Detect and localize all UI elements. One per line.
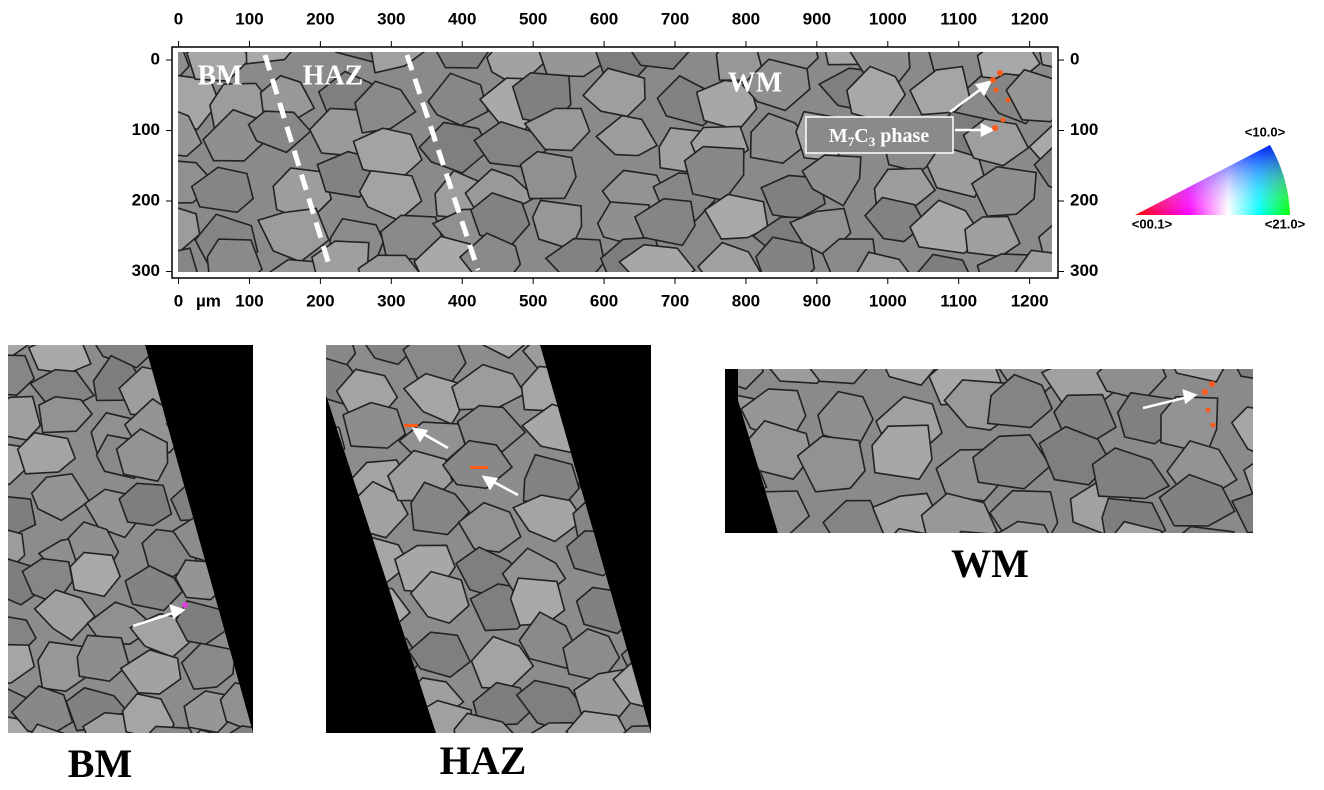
- legend-label: <00.1>: [1132, 216, 1173, 231]
- y-tick-label: 300: [1070, 261, 1098, 280]
- x-tick-label: 900: [803, 9, 831, 28]
- phase-label-part: C: [854, 125, 868, 147]
- grain: [521, 152, 577, 199]
- grain: [581, 753, 642, 785]
- x-tick-label: 0: [174, 291, 183, 310]
- grain: [29, 339, 91, 374]
- grain: [1063, 536, 1138, 594]
- grain: [746, 546, 809, 598]
- x-tick-label: 700: [661, 9, 689, 28]
- grain: [1244, 456, 1317, 507]
- x-tick-label: 1000: [869, 9, 907, 28]
- panel-caption: WM: [951, 541, 1029, 586]
- x-tick-label: 1000: [869, 291, 907, 310]
- y-tick-label: 200: [132, 190, 160, 209]
- x-tick-label: 800: [732, 9, 760, 28]
- x-tick-label: 400: [448, 9, 476, 28]
- x-tick-label: 600: [590, 9, 618, 28]
- y-tick-label: 0: [1070, 50, 1079, 69]
- x-tick-label: 1200: [1011, 291, 1049, 310]
- grain: [286, 749, 339, 785]
- x-tick-label: 500: [519, 291, 547, 310]
- x-tick-label: 400: [448, 291, 476, 310]
- x-tick-label: 1100: [940, 9, 977, 28]
- x-tick-label: 700: [661, 291, 689, 310]
- panel-caption: BM: [68, 741, 132, 785]
- grain: [1222, 538, 1287, 590]
- phase-label-part: phase: [880, 125, 929, 147]
- y-tick-label: 0: [151, 50, 160, 69]
- unit-label: µm: [196, 291, 221, 310]
- grain: [329, 746, 400, 785]
- x-tick-label: 0: [174, 9, 183, 28]
- x-tick-label: 200: [306, 291, 334, 310]
- x-tick-label: 600: [590, 291, 618, 310]
- grain: [806, 337, 871, 384]
- ipf-legend-shade: [1135, 145, 1290, 215]
- zone-label: HAZ: [303, 60, 364, 91]
- y-tick-label: 200: [1070, 190, 1098, 209]
- x-tick-label: 300: [377, 9, 405, 28]
- x-tick-label: 500: [519, 9, 547, 28]
- phase-label-part: M: [829, 125, 848, 147]
- page: BM HAZ WM M7C3phase µm <10.0> <00.1> <21…: [0, 0, 1324, 790]
- legend-label: <21.0>: [1265, 216, 1306, 231]
- y-tick-label: 300: [132, 261, 160, 280]
- figure: BM HAZ WM M7C3phase µm <10.0> <00.1> <21…: [0, 0, 1324, 785]
- y-tick-label: 100: [1070, 120, 1098, 139]
- grain: [819, 546, 888, 601]
- x-tick-label: 1200: [1011, 9, 1049, 28]
- panel-caption: HAZ: [440, 738, 527, 783]
- legend-label: <10.0>: [1245, 124, 1286, 139]
- grain: [877, 529, 943, 582]
- x-tick-label: 100: [235, 291, 263, 310]
- x-tick-label: 300: [377, 291, 405, 310]
- phase-label-part: 3: [869, 134, 876, 149]
- zone-label: WM: [728, 67, 782, 98]
- grain: [518, 758, 580, 785]
- grain: [207, 239, 262, 287]
- zone-label: BM: [197, 60, 242, 91]
- x-tick-label: 800: [732, 291, 760, 310]
- x-tick-label: 100: [235, 9, 263, 28]
- grain: [679, 554, 746, 603]
- x-tick-label: 200: [306, 9, 334, 28]
- x-tick-label: 1100: [940, 291, 977, 310]
- y-tick-label: 100: [132, 120, 160, 139]
- grain: [646, 755, 697, 785]
- grain: [182, 730, 238, 775]
- x-tick-label: 900: [803, 291, 831, 310]
- grain: [1166, 527, 1237, 578]
